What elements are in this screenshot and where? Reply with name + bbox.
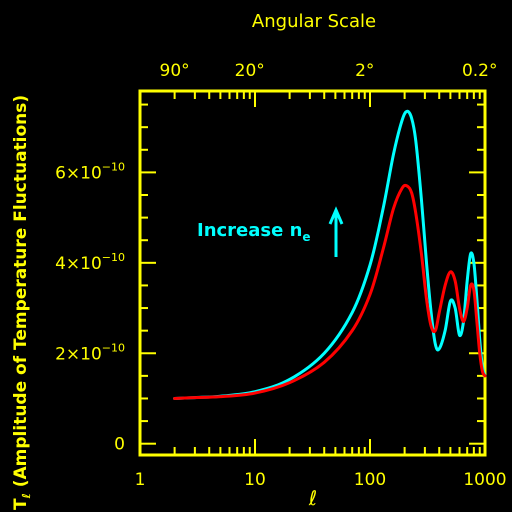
annotation-arrow-head	[328, 206, 344, 225]
y-tick-label: 2×10−10	[55, 341, 125, 364]
series-lines	[173, 109, 487, 400]
x-axis-label: ℓ	[308, 486, 317, 510]
y-axis-label-rest: (Amplitude of Temperature Fluctuations)	[11, 95, 31, 493]
x-tick-label: 1	[135, 470, 146, 490]
y-tick-mantissa: 6×10	[55, 163, 102, 183]
annotation-main: Increase n	[197, 220, 302, 241]
y-tick-exponent: −10	[102, 341, 125, 354]
series-line-red	[173, 183, 487, 400]
y-tick-labels: 02×10−104×10−106×10−10	[55, 160, 125, 454]
series-line-cyan	[173, 109, 487, 400]
y-tick-exponent: −10	[102, 160, 125, 173]
top-tick-label: 20°	[235, 61, 265, 81]
y-tick-label: 4×10−10	[55, 251, 125, 274]
x-tick-label: 100	[354, 470, 386, 490]
top-tick-label: 2°	[355, 61, 374, 81]
increase-ne-annotation: Increase ne	[197, 206, 344, 257]
x-tick-labels: 1 10 100 1000	[135, 470, 507, 490]
top-tick-labels: 90° 20° 2° 0.2°	[160, 61, 498, 81]
x-tick-label: 1000	[463, 470, 506, 490]
y-tick-label: 6×10−10	[55, 160, 125, 183]
y-tick-exponent: −10	[102, 251, 125, 264]
annotation-text: Increase ne	[197, 220, 311, 244]
annotation-subscript: e	[302, 230, 310, 244]
top-tick-label: 0.2°	[462, 61, 498, 81]
plot-frame	[138, 89, 487, 457]
top-tick-label: 90°	[160, 61, 190, 81]
y-axis-label-sub: ℓ	[20, 493, 33, 499]
y-tick-mantissa: 0	[114, 435, 125, 455]
y-axis-label: Tℓ (Amplitude of Temperature Fluctuation…	[11, 95, 33, 510]
y-tick-mantissa: 2×10	[55, 344, 102, 364]
y-tick-mantissa: 4×10	[55, 254, 102, 274]
y-tick-label: 0	[114, 435, 125, 455]
x-tick-label: 10	[244, 470, 266, 490]
axis-ticks	[139, 91, 486, 455]
y-axis-label-main: T	[11, 498, 31, 510]
top-axis-title: Angular Scale	[252, 11, 376, 32]
